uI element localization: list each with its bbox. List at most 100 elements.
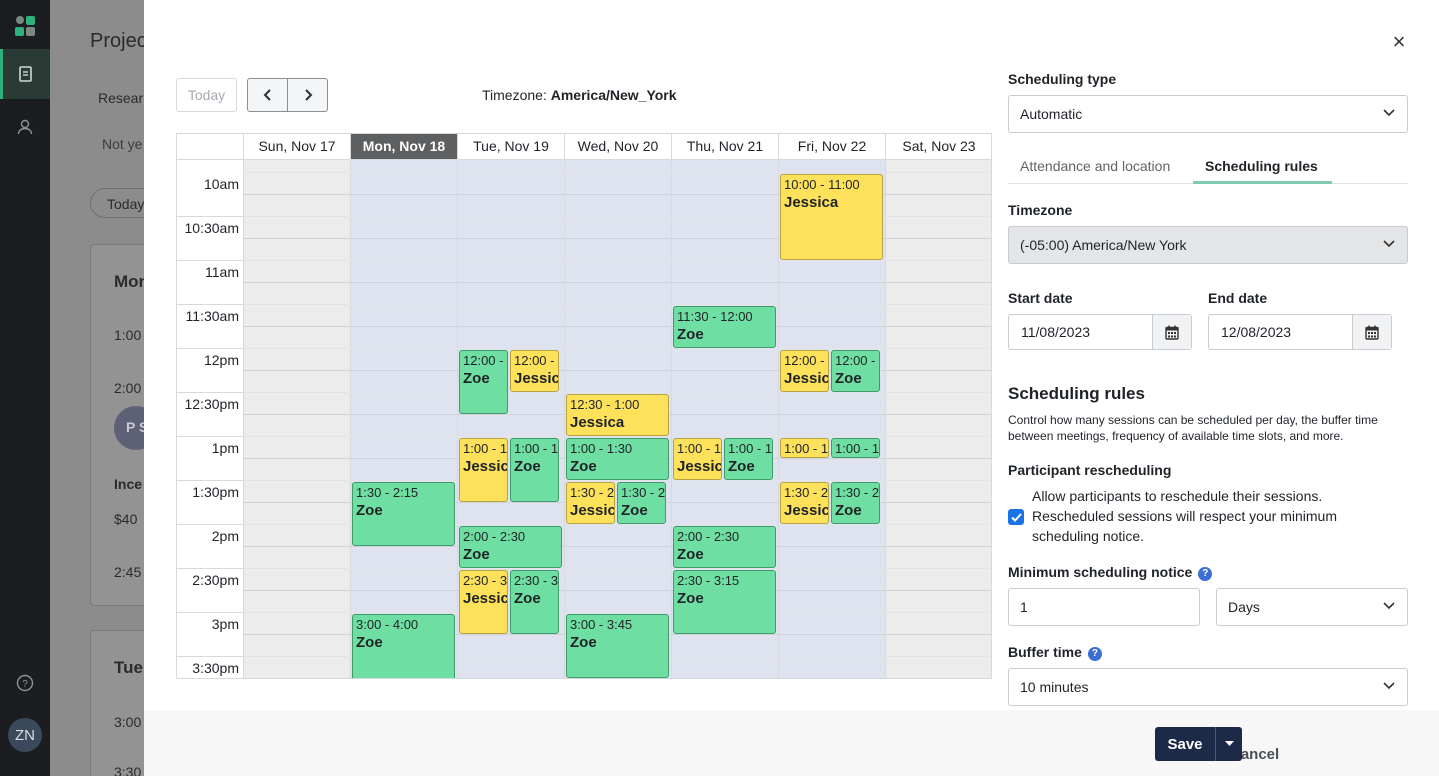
calendar-body[interactable]: 10am 10:30am 11am 11:30am 12pm 12:30pm 1pm 1:30…: [177, 160, 992, 679]
help-icon[interactable]: ?: [1087, 647, 1102, 661]
time-label: 3pm: [211, 616, 239, 632]
event-time: 1:00 - 1:: [728, 441, 773, 456]
calendar-event[interactable]: 12:00 - 1 Jessica: [780, 350, 829, 392]
minimum-notice-unit-value: Days: [1228, 599, 1260, 615]
event-participant: Zoe: [356, 502, 383, 519]
timezone-prefix: Timezone:: [482, 87, 547, 103]
time-label: 11:30am: [185, 308, 239, 324]
event-time: 12:00 - 1: [784, 353, 828, 368]
calendar-event[interactable]: 1:00 - 1:: [831, 438, 880, 458]
event-time: 10:00 - 11:00: [784, 177, 860, 192]
settings-panel: Scheduling type Automatic Attendance and…: [1008, 0, 1408, 710]
minimum-notice-label-text: Minimum scheduling notice: [1008, 564, 1193, 580]
timezone-select[interactable]: (-05:00) America/New York: [1008, 226, 1408, 264]
minimum-notice-input[interactable]: 1: [1008, 588, 1200, 626]
calendar-event[interactable]: 1:30 - 2: Zoe: [617, 482, 666, 524]
calendar-event[interactable]: 1:00 - 1: Jessica: [673, 438, 722, 480]
calendar-event[interactable]: 3:00 - 3:45 Zoe: [566, 614, 669, 678]
day-header: Fri, Nov 22: [778, 134, 885, 159]
nav-item-projects[interactable]: [0, 49, 50, 99]
day-column[interactable]: [885, 160, 991, 678]
calendar-event[interactable]: 2:30 - 3 Zoe: [510, 570, 559, 634]
gutter-line: [177, 568, 243, 569]
gutter-line: [177, 304, 243, 305]
grid-line: [243, 678, 992, 679]
start-date-input[interactable]: 11/08/2023: [1008, 314, 1192, 350]
calendar-event[interactable]: 3:00 - 4:00 Zoe: [352, 614, 455, 678]
close-icon[interactable]: ×: [1392, 29, 1406, 54]
tab-attendance-and-location[interactable]: Attendance and location: [1020, 158, 1171, 174]
calendar-event[interactable]: 2:30 - 3: Jessica: [459, 570, 508, 634]
gutter-line: [177, 656, 243, 657]
svg-text:?: ?: [22, 679, 28, 690]
gutter-line: [177, 524, 243, 525]
tab-scheduling-rules[interactable]: Scheduling rules: [1205, 158, 1318, 174]
event-participant: Zoe: [463, 370, 490, 387]
buffer-time-select[interactable]: 10 minutes: [1008, 668, 1408, 706]
calendar-event[interactable]: 2:30 - 3:15 Zoe: [673, 570, 776, 634]
event-participant: Zoe: [514, 590, 541, 607]
minimum-notice-value: 1: [1020, 599, 1028, 615]
start-date-picker-button[interactable]: [1152, 315, 1191, 349]
help-icon[interactable]: ?: [1198, 567, 1213, 581]
grid-line: [243, 348, 991, 349]
calendar-event[interactable]: 12:00 - 1 Zoe: [459, 350, 508, 414]
event-time: 12:00 - 1: [835, 353, 879, 368]
grid-line: [243, 238, 991, 239]
day-column[interactable]: [350, 160, 457, 678]
app-sidebar-rail: ? ZN: [0, 0, 50, 776]
cancel-button[interactable]: Cancel: [1230, 746, 1280, 763]
user-icon[interactable]: [16, 118, 34, 136]
minimum-notice-unit-select[interactable]: Days: [1216, 588, 1408, 626]
calendar-event[interactable]: 1:00 - 1:30 Zoe: [566, 438, 669, 480]
calendar-event[interactable]: 1:00 - 1: Jessica: [459, 438, 508, 502]
event-participant: Jessica: [784, 502, 828, 519]
bg-time: 3:30: [114, 764, 142, 776]
end-date-value: 12/08/2023: [1221, 324, 1292, 340]
app-logo-icon[interactable]: [13, 14, 37, 38]
grid-line: [243, 216, 991, 217]
time-label: 2:30pm: [192, 572, 239, 588]
active-tab-indicator: [1193, 181, 1332, 184]
calendar-event[interactable]: 11:30 - 12:00 Zoe: [673, 306, 776, 348]
scheduling-type-label: Scheduling type: [1008, 71, 1117, 87]
bg-time: 2:00: [114, 380, 142, 396]
help-circle-icon[interactable]: ?: [16, 674, 34, 692]
checkmark-icon: [1010, 512, 1022, 522]
today-button[interactable]: Today: [176, 78, 237, 112]
scheduling-type-select[interactable]: Automatic: [1008, 95, 1408, 133]
save-options-dropdown-button[interactable]: [1215, 727, 1242, 761]
grid-line: [243, 524, 991, 525]
user-avatar[interactable]: ZN: [8, 718, 42, 752]
day-column[interactable]: [243, 160, 350, 678]
gutter-line: [177, 260, 243, 261]
calendar-event[interactable]: 1:00 - 1: Zoe: [724, 438, 773, 480]
calendar-event[interactable]: 1:30 - 2: Jessica: [780, 482, 829, 524]
calendar-event[interactable]: 1:00 - 1: Zoe: [510, 438, 559, 502]
participant-rescheduling-checkbox[interactable]: [1008, 509, 1024, 525]
end-date-picker-button[interactable]: [1352, 315, 1391, 349]
event-participant: Zoe: [835, 370, 862, 387]
calendar-event[interactable]: 2:00 - 2:30 Zoe: [673, 526, 776, 568]
next-week-button[interactable]: [287, 78, 328, 112]
calendar-event[interactable]: 2:00 - 2:30 Zoe: [459, 526, 562, 568]
end-date-input[interactable]: 12/08/2023: [1208, 314, 1392, 350]
bg-tab-label: Resear: [98, 90, 144, 106]
calendar-event[interactable]: 1:30 - 2: Zoe: [831, 482, 880, 524]
save-button[interactable]: Save: [1155, 727, 1215, 761]
calendar-event[interactable]: 1:00 - 1:: [780, 438, 829, 458]
calendar-header: Sun, Nov 17 Mon, Nov 18 Tue, Nov 19 Wed, No…: [177, 134, 991, 160]
calendar-event[interactable]: 1:30 - 2:15 Zoe: [352, 482, 455, 546]
calendar-event[interactable]: 1:30 - 2: Jessica: [566, 482, 615, 524]
bg-time: 1:00: [114, 327, 142, 343]
modal-footer: Cancel: [144, 710, 1439, 776]
calendar-event[interactable]: 12:00 - 1 Zoe: [831, 350, 880, 392]
timezone-value: America/New_York: [550, 87, 677, 103]
event-participant: Jessica: [570, 414, 625, 431]
week-calendar: Sun, Nov 17 Mon, Nov 18 Tue, Nov 19 Wed, No…: [176, 133, 992, 679]
calendar-event[interactable]: 10:00 - 11:00 Jessica: [780, 174, 883, 260]
calendar-event[interactable]: 12:30 - 1:00 Jessica: [566, 394, 669, 436]
previous-week-button[interactable]: [247, 78, 288, 112]
calendar-event[interactable]: 12:00 - 1 Jessica: [510, 350, 559, 392]
gutter-line: [177, 480, 243, 481]
